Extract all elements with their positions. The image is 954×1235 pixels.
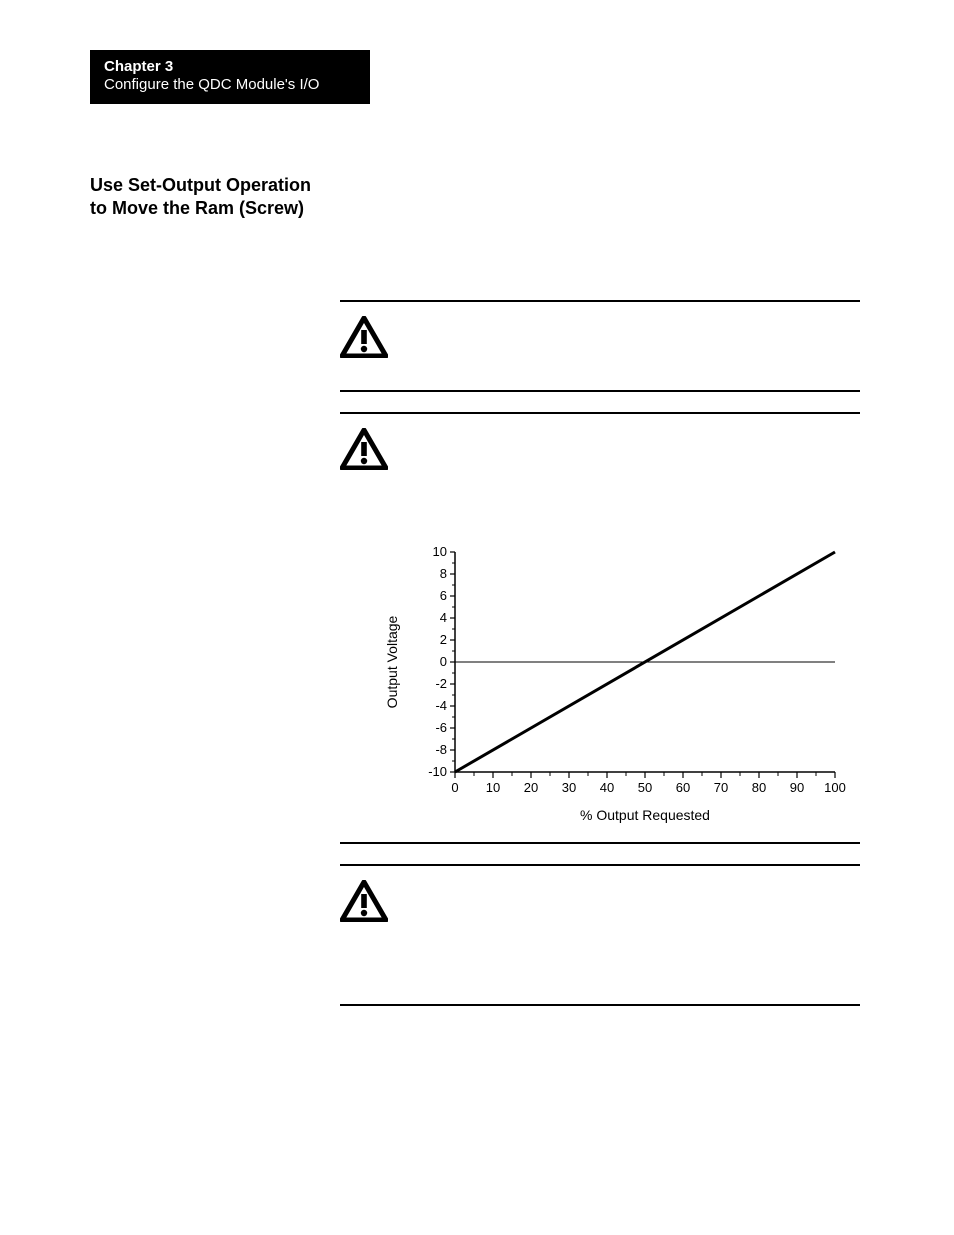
svg-text:10: 10 xyxy=(433,544,447,559)
svg-text:Output Voltage: Output Voltage xyxy=(384,615,400,708)
warning-icon xyxy=(340,880,388,927)
svg-text:0: 0 xyxy=(440,654,447,669)
svg-text:90: 90 xyxy=(790,780,804,795)
svg-text:-2: -2 xyxy=(435,676,447,691)
content-column: -10-8-6-4-202468100102030405060708090100… xyxy=(340,300,860,1006)
divider xyxy=(340,1004,860,1006)
attention-block xyxy=(340,302,860,390)
svg-text:6: 6 xyxy=(440,588,447,603)
svg-text:60: 60 xyxy=(676,780,690,795)
chapter-label: Chapter 3 xyxy=(104,58,356,76)
svg-text:-10: -10 xyxy=(428,764,447,779)
attention-block xyxy=(340,866,860,1004)
svg-text:2: 2 xyxy=(440,632,447,647)
page: Chapter 3 Configure the QDC Module's I/O… xyxy=(0,0,954,1235)
svg-text:50: 50 xyxy=(638,780,652,795)
svg-text:70: 70 xyxy=(714,780,728,795)
chart-svg: -10-8-6-4-202468100102030405060708090100… xyxy=(380,542,850,832)
svg-text:% Output Requested: % Output Requested xyxy=(580,807,710,823)
output-voltage-chart: -10-8-6-4-202468100102030405060708090100… xyxy=(380,542,860,832)
warning-icon xyxy=(340,316,388,363)
svg-text:10: 10 xyxy=(486,780,500,795)
attention-block xyxy=(340,414,860,532)
warning-icon xyxy=(340,428,388,475)
svg-text:20: 20 xyxy=(524,780,538,795)
svg-text:100: 100 xyxy=(824,780,846,795)
chapter-header: Chapter 3 Configure the QDC Module's I/O xyxy=(90,50,370,104)
svg-text:80: 80 xyxy=(752,780,766,795)
svg-text:-8: -8 xyxy=(435,742,447,757)
chapter-subtitle: Configure the QDC Module's I/O xyxy=(104,76,356,94)
svg-text:30: 30 xyxy=(562,780,576,795)
svg-text:-6: -6 xyxy=(435,720,447,735)
svg-text:-4: -4 xyxy=(435,698,447,713)
svg-text:40: 40 xyxy=(600,780,614,795)
svg-text:4: 4 xyxy=(440,610,447,625)
section-heading: Use Set-Output Operation to Move the Ram… xyxy=(90,174,330,219)
section-heading-line2: to Move the Ram (Screw) xyxy=(90,198,304,218)
svg-text:0: 0 xyxy=(451,780,458,795)
section-heading-line1: Use Set-Output Operation xyxy=(90,175,311,195)
svg-text:8: 8 xyxy=(440,566,447,581)
